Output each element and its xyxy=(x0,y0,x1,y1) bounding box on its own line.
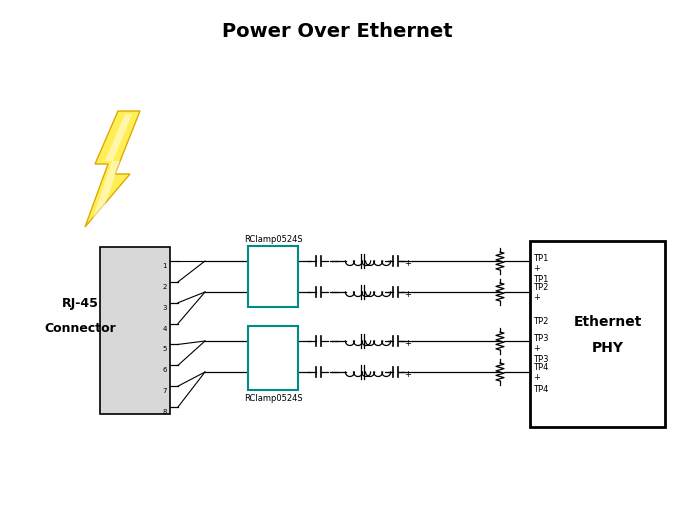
Text: TP3: TP3 xyxy=(533,355,549,363)
Bar xyxy=(248,326,298,390)
Bar xyxy=(248,246,298,308)
Polygon shape xyxy=(85,112,140,228)
Text: Power Over Ethernet: Power Over Ethernet xyxy=(222,22,452,41)
Text: 8: 8 xyxy=(162,408,167,414)
Text: TP1: TP1 xyxy=(533,254,549,263)
Text: +: + xyxy=(404,289,411,298)
Text: +: + xyxy=(533,264,540,273)
Text: TP1: TP1 xyxy=(533,274,549,283)
Text: TP4: TP4 xyxy=(533,384,549,393)
Text: TP2: TP2 xyxy=(533,317,549,326)
Text: Connector: Connector xyxy=(44,321,116,334)
Text: 1: 1 xyxy=(162,263,167,269)
Text: 3: 3 xyxy=(162,304,167,310)
Text: TP3: TP3 xyxy=(533,333,549,342)
Text: PHY: PHY xyxy=(592,340,623,355)
Text: RJ-45: RJ-45 xyxy=(61,296,98,310)
Text: +: + xyxy=(404,369,411,378)
Text: TP2: TP2 xyxy=(533,282,549,291)
Text: RClamp0524S: RClamp0524S xyxy=(244,234,303,243)
Text: +: + xyxy=(533,292,540,301)
Polygon shape xyxy=(92,115,132,222)
Text: 6: 6 xyxy=(162,367,167,373)
Text: Ethernet: Ethernet xyxy=(574,315,642,328)
Text: 4: 4 xyxy=(162,325,167,331)
Text: 7: 7 xyxy=(162,387,167,393)
Text: 5: 5 xyxy=(162,346,167,351)
Text: TP4: TP4 xyxy=(533,362,549,371)
Bar xyxy=(100,247,170,414)
Text: +: + xyxy=(533,372,540,381)
Text: +: + xyxy=(404,338,411,347)
Text: 2: 2 xyxy=(162,283,167,289)
Text: +: + xyxy=(404,259,411,268)
Text: RClamp0524S: RClamp0524S xyxy=(244,393,303,402)
Bar xyxy=(530,241,665,427)
Text: +: + xyxy=(533,343,540,352)
